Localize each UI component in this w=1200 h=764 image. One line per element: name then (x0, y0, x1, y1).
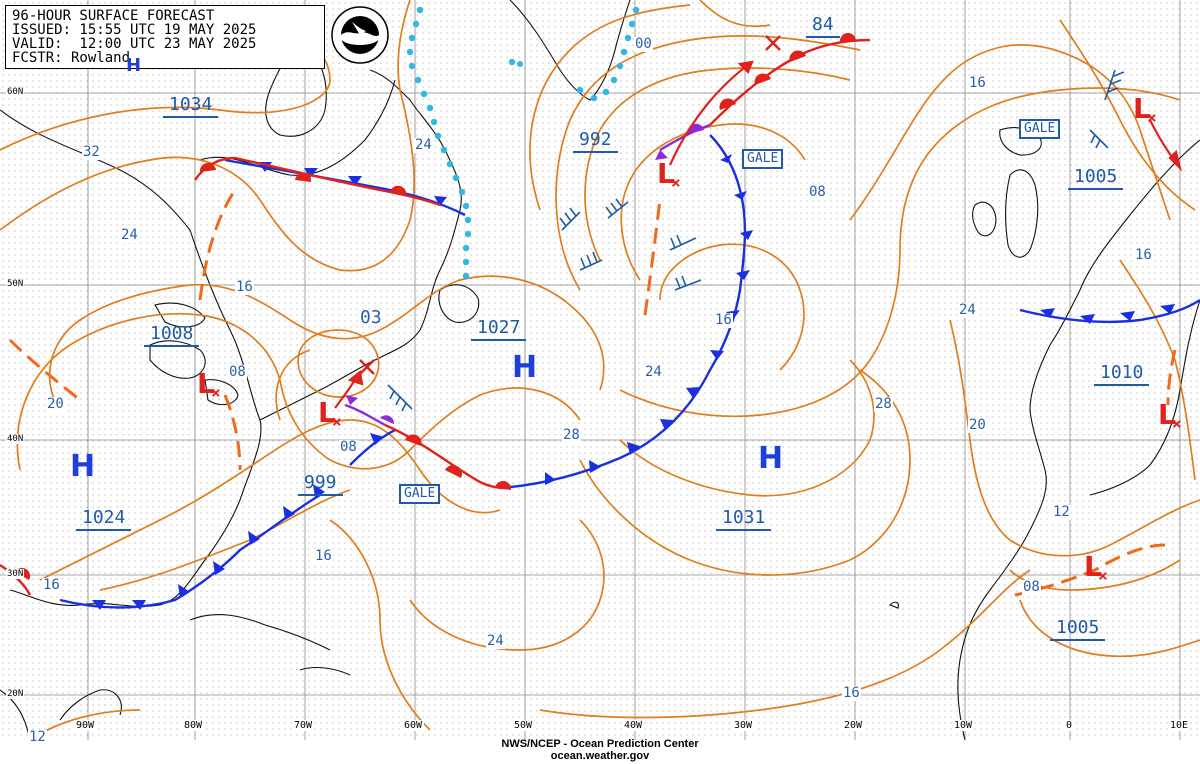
isobar-label: 08 (339, 439, 358, 455)
isobar-label: 16 (1134, 247, 1153, 263)
footer-website: ocean.weather.gov (550, 750, 650, 762)
isobar-label: 24 (120, 227, 139, 243)
low-pressure-center: L (1158, 398, 1176, 431)
gale-warning: GALE (399, 484, 441, 504)
pressure-value: 1034 (163, 95, 219, 118)
isobar-label: 16 (968, 75, 987, 91)
warm-front-scallops (15, 32, 856, 580)
isobar-label: 32 (82, 144, 101, 160)
pressure-value: 1027 (471, 318, 527, 341)
low-center-x-icon: × (332, 412, 342, 431)
low-pressure-center: L (318, 396, 336, 429)
lon-label: 10E (1168, 720, 1191, 731)
low-center-x-icon: × (671, 173, 681, 192)
isobar-label: 24 (958, 302, 977, 318)
forecaster: FCSTR: Rowland (12, 50, 131, 66)
pressure-value: 1008 (144, 324, 200, 347)
isobar-label: 24 (644, 364, 663, 380)
lon-label: 30W (732, 720, 755, 731)
pressure-value: 999 (298, 473, 343, 496)
lat-label: 20N (6, 689, 25, 699)
pressure-value: 1024 (76, 508, 132, 531)
low-pressure-center: L (197, 367, 215, 400)
lon-label: 80W (182, 720, 205, 731)
low-center-x-icon: × (211, 383, 221, 402)
isobar-label: 16 (842, 685, 861, 701)
high-pressure-center: H (70, 449, 96, 484)
high-pressure-center: H (512, 350, 538, 385)
isobar-label: 08 (228, 364, 247, 380)
pressure-value: 1005 (1050, 618, 1106, 641)
isobar-label: 16 (714, 312, 733, 328)
lat-label: 30N (6, 569, 25, 579)
pressure-value: 84 (806, 15, 840, 38)
low-center-x-icon: × (1098, 566, 1108, 585)
x-markers (359, 35, 781, 375)
lon-label: 70W (292, 720, 315, 731)
occluded-fronts (344, 123, 711, 427)
lon-label: 10W (952, 720, 975, 731)
low-pressure-center: L (1133, 92, 1151, 125)
forecast-title-block: 96-HOUR SURFACE FORECAST ISSUED: 15:55 U… (5, 5, 325, 69)
isobar-label: 16 (314, 548, 333, 564)
lat-label: 40N (6, 434, 25, 444)
lon-label: 0 (1064, 720, 1075, 731)
high-pressure-center: H (758, 441, 784, 476)
lat-label: 60N (6, 87, 25, 97)
pressure-value: 992 (573, 130, 618, 153)
valid-time: VALID: 12:00 UTC 23 MAY 2025 (12, 36, 257, 52)
isobar-label: 16 (42, 577, 61, 593)
track-arrows (334, 60, 1183, 409)
isobar-label: 12 (28, 729, 47, 745)
isobar-label: 00 (634, 36, 653, 52)
gale-warning: GALE (1019, 119, 1061, 139)
lon-label: 40W (622, 720, 645, 731)
chart-title: 96-HOUR SURFACE FORECAST (12, 8, 215, 24)
isobar-label: 24 (486, 633, 505, 649)
coastlines (0, 0, 1200, 740)
occluded-symbols (346, 123, 704, 424)
isobar-label: 08 (808, 184, 827, 200)
ice-edge (406, 6, 640, 280)
low-pressure-center: L (657, 157, 675, 190)
isobar-label: 20 (968, 417, 987, 433)
issued-time: ISSUED: 15:55 UTC 19 MAY 2025 (12, 22, 257, 38)
wind-barbs (387, 69, 1125, 412)
pressure-value: 1010 (1094, 363, 1150, 386)
gale-warning: GALE (742, 149, 784, 169)
graticule (0, 0, 1200, 740)
troughs (8, 189, 1177, 597)
lon-label: 20W (842, 720, 865, 731)
pressure-value: 1005 (1068, 167, 1124, 190)
isobar-label: 24 (414, 137, 433, 153)
lon-label: 60W (402, 720, 425, 731)
isobar-label: 28 (562, 427, 581, 443)
lat-label: 50N (6, 279, 25, 289)
footer-credit: NWS/NCEP - Ocean Prediction Center (501, 738, 699, 750)
isobar-label: 12 (1052, 504, 1071, 520)
low-center-x-icon: × (1172, 414, 1182, 433)
isobar-label: 16 (235, 279, 254, 295)
isobar-label: 03 (359, 307, 383, 328)
high-pressure-center: H (126, 55, 142, 76)
isobar-label: 28 (874, 396, 893, 412)
isobar-label: 08 (1022, 579, 1041, 595)
pressure-value: 1031 (716, 508, 772, 531)
low-pressure-center: L (1084, 550, 1102, 583)
cold-front-barbs (92, 154, 1175, 610)
low-center-x-icon: × (1147, 108, 1157, 127)
lon-label: 50W (512, 720, 535, 731)
noaa-logo-icon (331, 6, 389, 64)
isobar-label: 20 (46, 396, 65, 412)
lon-label: 90W (74, 720, 97, 731)
